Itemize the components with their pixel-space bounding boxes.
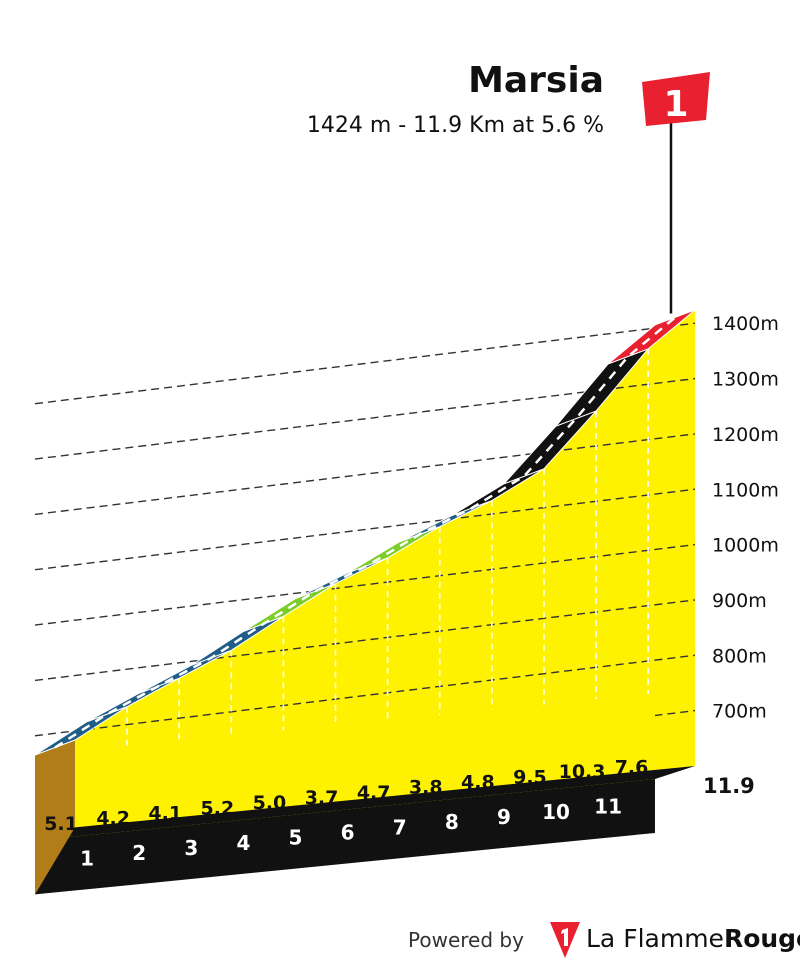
gridline: [34, 433, 696, 516]
gradient-label: 7.6: [615, 756, 649, 778]
y-tick-label: 1300m: [712, 369, 779, 391]
gradient-label: 4.7: [357, 782, 391, 804]
road-segment: [607, 309, 696, 365]
y-tick-label: 900m: [712, 590, 767, 612]
km-label: 9: [497, 805, 511, 829]
km-label: 3: [184, 836, 198, 860]
brand-name: La FlammeRouge: [586, 924, 800, 953]
gradient-label: 4.1: [148, 803, 182, 825]
km-label: 2: [132, 841, 146, 865]
gridline: [34, 599, 696, 682]
y-tick-label: 1000m: [712, 535, 779, 557]
profile-group: 5.1 4.2 4.1 5.2 5.0 3.7 4.7 3.8 4.8 9.5 10.3 7.6 1 2 3…: [34, 72, 779, 895]
brand-name-bold: Rouge: [723, 924, 800, 953]
summit-flag-label: 1: [663, 84, 688, 125]
profile-area: [75, 309, 695, 828]
left-side: [35, 740, 75, 895]
y-tick-label: 1200m: [712, 424, 779, 446]
gradient-label: 10.3: [559, 761, 606, 783]
footer: Powered by La FlammeRouge: [408, 918, 800, 962]
km-label: 4: [236, 831, 250, 855]
brand-name-regular: La Flamme: [586, 924, 724, 953]
y-tick-label: 1100m: [712, 479, 779, 501]
gradient-label: 5.2: [201, 797, 235, 819]
gridline: [34, 377, 696, 460]
gradient-label: 9.5: [513, 766, 547, 788]
y-tick-label: 1400m: [712, 313, 779, 335]
gradient-label: 5.1: [44, 813, 78, 835]
gridline: [34, 654, 696, 737]
gradient-label: 3.8: [409, 777, 443, 799]
km-end-label: 11.9: [703, 774, 755, 798]
km-label: 10: [542, 800, 570, 824]
elevation-profile-chart: 5.1 4.2 4.1 5.2 5.0 3.7 4.7 3.8 4.8 9.5 10.3 7.6 1 2 3…: [34, 72, 779, 895]
powered-by-text: Powered by: [408, 928, 524, 952]
gradient-label: 5.0: [253, 792, 287, 814]
gridline: [34, 322, 696, 405]
chart-title: Marsia: [468, 60, 604, 101]
gradient-label: 4.2: [96, 808, 130, 830]
km-label: 1: [80, 846, 94, 870]
gridline: [34, 488, 696, 571]
flamme-rouge-logo-icon: [550, 922, 580, 958]
km-label: 7: [393, 815, 407, 839]
y-tick-label: 800m: [712, 645, 767, 667]
gridline: [34, 543, 696, 626]
summit-flag-icon: [642, 72, 710, 126]
base-band: [35, 778, 655, 895]
base-top: [35, 765, 695, 841]
km-label: 5: [289, 826, 303, 850]
gradient-label: 4.8: [461, 772, 495, 794]
front-face: [35, 693, 655, 843]
chart-subtitle: 1424 m - 11.9 Km at 5.6 %: [306, 113, 604, 138]
y-tick-label: 700m: [712, 701, 767, 723]
km-label: 6: [341, 820, 355, 844]
gradient-label: 3.7: [305, 787, 339, 809]
km-label: 11: [594, 795, 622, 819]
km-label: 8: [445, 810, 459, 834]
